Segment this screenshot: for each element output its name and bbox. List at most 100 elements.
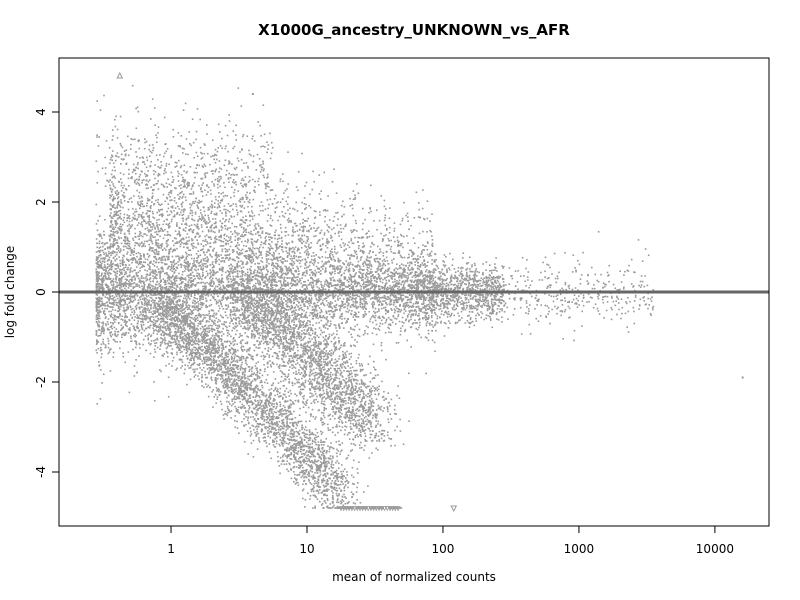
data-point: [462, 281, 464, 283]
data-point: [495, 313, 498, 316]
data-point: [426, 318, 429, 321]
data-point: [202, 296, 205, 298]
data-point: [366, 293, 368, 296]
data-point: [456, 289, 459, 292]
data-point: [221, 277, 224, 280]
data-point: [216, 293, 218, 295]
data-point: [489, 279, 491, 282]
data-point: [342, 298, 345, 300]
data-point: [353, 289, 356, 292]
data-point: [293, 298, 295, 300]
data-point: [309, 269, 311, 271]
data-point: [447, 284, 450, 287]
data-point: [162, 338, 165, 341]
data-point: [378, 288, 380, 290]
data-point: [352, 300, 355, 303]
data-point: [490, 300, 493, 303]
data-point: [169, 313, 172, 315]
data-point: [445, 295, 448, 298]
data-point: [501, 316, 503, 318]
data-point: [107, 258, 110, 261]
data-point: [418, 268, 420, 271]
data-point: [221, 268, 224, 271]
data-point: [474, 284, 477, 286]
data-point: [319, 333, 322, 336]
data-point: [142, 343, 144, 346]
data-point: [126, 275, 129, 278]
data-point: [109, 272, 111, 274]
data-point: [155, 329, 157, 331]
data-point: [218, 324, 220, 327]
data-point: [353, 306, 356, 308]
data-point: [95, 203, 98, 206]
data-point: [249, 259, 251, 262]
data-point: [159, 287, 162, 290]
data-point: [229, 257, 231, 260]
data-point: [308, 253, 310, 255]
data-point: [274, 336, 277, 338]
data-point: [100, 265, 103, 267]
data-point: [153, 265, 156, 267]
data-point: [417, 286, 420, 288]
data-point: [310, 301, 312, 303]
data-point: [460, 310, 463, 313]
data-point: [272, 267, 274, 270]
data-point: [185, 268, 187, 270]
data-point: [433, 308, 436, 311]
data-point: [246, 281, 249, 284]
data-point: [149, 287, 151, 290]
data-point: [222, 308, 225, 310]
data-point: [95, 349, 98, 352]
data-point: [451, 307, 454, 309]
data-point: [293, 307, 296, 309]
data-point: [156, 338, 159, 341]
data-point: [120, 304, 123, 306]
data-point: [97, 282, 99, 284]
data-point: [112, 243, 115, 245]
data-point: [209, 269, 211, 271]
data-point: [310, 299, 313, 301]
data-point: [104, 313, 106, 316]
data-point: [119, 281, 122, 283]
data-point: [232, 285, 235, 288]
data-point: [157, 226, 159, 229]
data-point: [185, 224, 188, 226]
data-point: [230, 268, 232, 271]
data-point: [213, 274, 215, 276]
data-point: [319, 211, 321, 213]
data-point: [211, 315, 213, 317]
data-point: [202, 298, 204, 300]
data-point: [98, 215, 101, 217]
data-point: [300, 313, 302, 316]
data-point: [316, 227, 318, 230]
data-point: [95, 268, 98, 270]
data-point: [361, 298, 364, 300]
data-point: [497, 275, 500, 278]
data-point: [310, 294, 312, 297]
data-point: [187, 295, 190, 298]
data-point: [106, 284, 108, 286]
data-point: [96, 266, 98, 268]
data-point: [100, 262, 103, 265]
data-point: [101, 353, 103, 355]
data-point: [412, 314, 414, 317]
data-point: [266, 343, 268, 346]
data-point: [169, 234, 172, 237]
data-point: [107, 286, 109, 289]
data-point: [204, 277, 206, 279]
data-point: [455, 307, 458, 310]
data-point: [385, 302, 387, 304]
data-point: [148, 243, 150, 246]
data-point: [413, 274, 415, 277]
data-point: [98, 271, 100, 274]
data-point: [144, 307, 147, 309]
data-point: [431, 310, 433, 313]
data-point: [351, 298, 353, 301]
data-point: [232, 340, 234, 343]
data-point: [351, 255, 353, 257]
data-point: [186, 313, 188, 315]
data-point: [419, 279, 422, 281]
data-point: [399, 272, 401, 275]
data-point: [98, 309, 101, 312]
data-point: [312, 286, 315, 288]
